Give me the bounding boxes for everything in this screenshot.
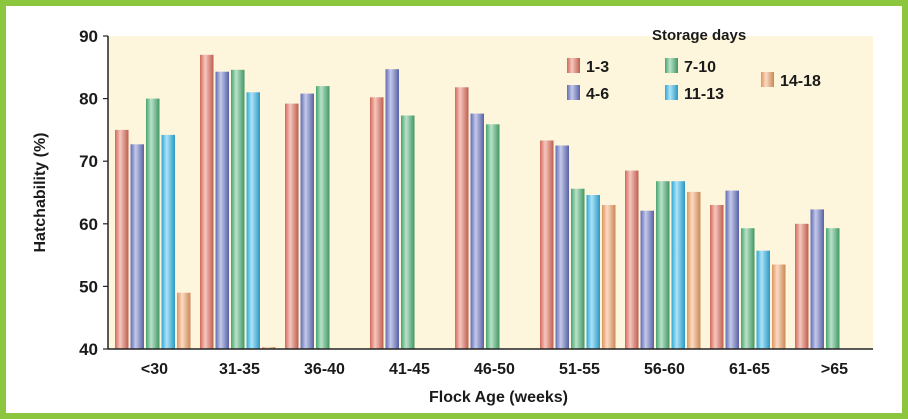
axes-group: 40 50 60 70 80 90 <30 31-35 36-40 41-45 46-50 51-55…	[79, 27, 873, 378]
legend-label-7-10: 7-10	[684, 59, 716, 76]
bar-4-6->65	[810, 209, 824, 349]
bar-11-13-<30	[161, 134, 175, 349]
y-tick-label: 80	[79, 90, 98, 109]
bar-7-10-56-60	[656, 181, 670, 349]
bar-1-3-61-65	[710, 205, 724, 349]
legend-swatch-1-3	[567, 58, 580, 73]
bar-1-3-51-55	[540, 140, 554, 349]
bar-4-6-41-45	[385, 69, 399, 349]
legend-title: Storage days	[652, 27, 746, 44]
bar-4-6-51-55	[555, 145, 569, 349]
legend-label-11-13: 11-13	[684, 86, 724, 103]
legend-swatch-4-6	[567, 85, 580, 100]
x-tick-label: 31-35	[219, 361, 260, 378]
bar-7-10-61-65	[741, 228, 755, 349]
x-tick-label: >65	[821, 361, 848, 378]
bar-1-3-56-60	[625, 170, 639, 349]
legend-label-4-6: 4-6	[586, 86, 609, 103]
bar-7-10-<30	[146, 98, 160, 349]
bar-14-18-61-65	[772, 264, 786, 349]
y-tick-label: 50	[79, 277, 98, 296]
legend-label-14-18: 14-18	[780, 73, 821, 90]
legend-swatch-7-10	[665, 58, 678, 73]
bar-7-10-46-50	[486, 124, 500, 349]
bar-11-13-31-35	[246, 92, 260, 350]
legend-swatch-11-13	[665, 85, 678, 100]
x-tick-label: 61-65	[729, 361, 770, 378]
y-tick-label: 70	[79, 152, 98, 171]
bar-4-6-<30	[130, 144, 144, 349]
bar-4-6-36-40	[300, 93, 314, 349]
bar-1-3-41-45	[370, 97, 384, 349]
bar-11-13-51-55	[586, 195, 600, 349]
bar-4-6-56-60	[640, 210, 654, 349]
x-tick-label: 41-45	[389, 361, 430, 378]
y-tick-label: 60	[79, 215, 98, 234]
legend-swatch-14-18	[761, 72, 774, 87]
legend-label-1-3: 1-3	[586, 59, 609, 76]
bar-11-13-61-65	[756, 250, 770, 349]
y-tick-label: 90	[79, 27, 98, 46]
bar-1-3-31-35	[200, 54, 214, 350]
bar-1-3-46-50	[455, 87, 469, 350]
bar-7-10-51-55	[571, 188, 585, 349]
bar-7-10-41-45	[401, 115, 415, 349]
bar-4-6-61-65	[725, 190, 739, 349]
bar-14-18-56-60	[687, 191, 701, 349]
bar-7-10->65	[826, 228, 840, 349]
bar-4-6-31-35	[215, 71, 229, 349]
bar-1-3-36-40	[285, 103, 299, 349]
bar-1-3-<30	[115, 129, 129, 349]
bar-14-18-<30	[177, 292, 191, 349]
bar-4-6-46-50	[470, 113, 484, 349]
x-tick-label: 51-55	[559, 361, 600, 378]
bar-14-18-31-35	[262, 347, 276, 349]
x-tick-label: 36-40	[304, 361, 345, 378]
x-tick-label: <30	[141, 361, 168, 378]
bar-7-10-31-35	[231, 69, 245, 350]
bar-14-18-51-55	[602, 205, 616, 349]
x-tick-label: 56-60	[644, 361, 685, 378]
x-axis-label: Flock Age (weeks)	[429, 389, 568, 406]
bars-group	[115, 54, 840, 350]
bar-7-10-36-40	[316, 86, 330, 349]
legend: 1-3 4-6 7-10 11-13 14-18	[567, 58, 821, 103]
y-tick-label: 40	[79, 340, 98, 359]
y-axis-label: Hatchability (%)	[32, 132, 49, 252]
x-tick-label: 46-50	[474, 361, 515, 378]
bar-1-3->65	[795, 223, 809, 349]
bar-11-13-56-60	[671, 181, 685, 349]
